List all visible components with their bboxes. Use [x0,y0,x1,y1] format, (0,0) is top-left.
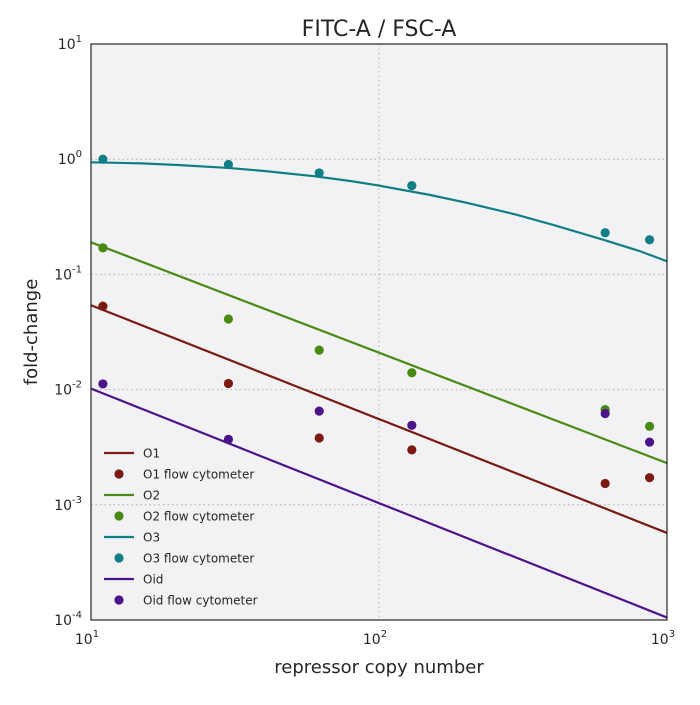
legend-label: Oid flow cytometer [143,594,258,608]
y-tick-label: 10-3 [54,495,82,514]
y-axis-label: fold-change [21,279,42,386]
legend-marker-swatch [114,553,124,563]
data-point-oid [600,408,610,419]
plot-frame [90,43,668,621]
x-axis-ticks: 101 102 103 [75,629,675,648]
data-point-oid [98,379,108,389]
data-point-o2 [407,368,417,378]
data-point-o1 [314,433,324,443]
legend-label: O3 [143,531,160,545]
data-point-o3 [98,154,108,164]
data-point-o2 [223,314,234,324]
data-point-o3 [314,168,324,178]
data-point-oid [644,437,655,447]
data-point-o3 [644,235,655,245]
data-point-oid [314,406,324,416]
data-point-o1 [223,378,234,389]
grid-lines [91,44,667,620]
series-line-o1 [90,304,668,534]
data-point-o2 [98,243,108,253]
series-line-o2 [90,241,668,465]
legend-label: O2 [143,489,160,503]
x-axis-label: repressor copy number [274,657,484,678]
series-lines [90,161,668,619]
legend-marker-swatch [114,511,124,521]
legend-label: O1 [143,447,160,461]
x-tick-label: 103 [651,629,675,648]
x-tick-label: 101 [75,629,99,648]
y-tick-label: 100 [58,149,82,168]
series-line-oid [90,387,668,619]
data-point-o1 [600,478,610,489]
y-tick-label: 101 [58,34,82,53]
data-point-o1 [407,445,417,455]
chart-title: FITC-A / FSC-A [302,17,457,42]
data-point-o1 [644,473,655,483]
data-point-o3 [600,228,610,238]
series-points [98,154,655,489]
y-tick-label: 10-4 [54,610,82,629]
legend-marker-swatch [114,469,124,479]
x-tick-label: 102 [363,629,387,648]
data-point-o2 [314,345,324,355]
y-axis-ticks: 10-4 10-3 10-2 10-1 100 101 [54,34,82,629]
legend: O1 O1 flow cytometer O2 O2 flow cytometer O3… [104,447,258,608]
y-tick-label: 10-1 [54,264,82,283]
legend-label: O2 flow cytometer [143,510,254,524]
data-point-o1 [98,301,108,311]
legend-label: O3 flow cytometer [143,552,254,566]
legend-marker-swatch [114,595,124,605]
y-tick-label: 10-2 [54,380,82,399]
legend-label: Oid [143,573,163,587]
data-point-oid [223,434,234,444]
legend-label: O1 flow cytometer [143,468,254,482]
data-point-o2 [644,421,655,431]
data-point-o3 [407,181,417,191]
data-point-o3 [223,159,234,170]
series-line-o3 [90,161,668,263]
data-point-oid [407,420,417,430]
